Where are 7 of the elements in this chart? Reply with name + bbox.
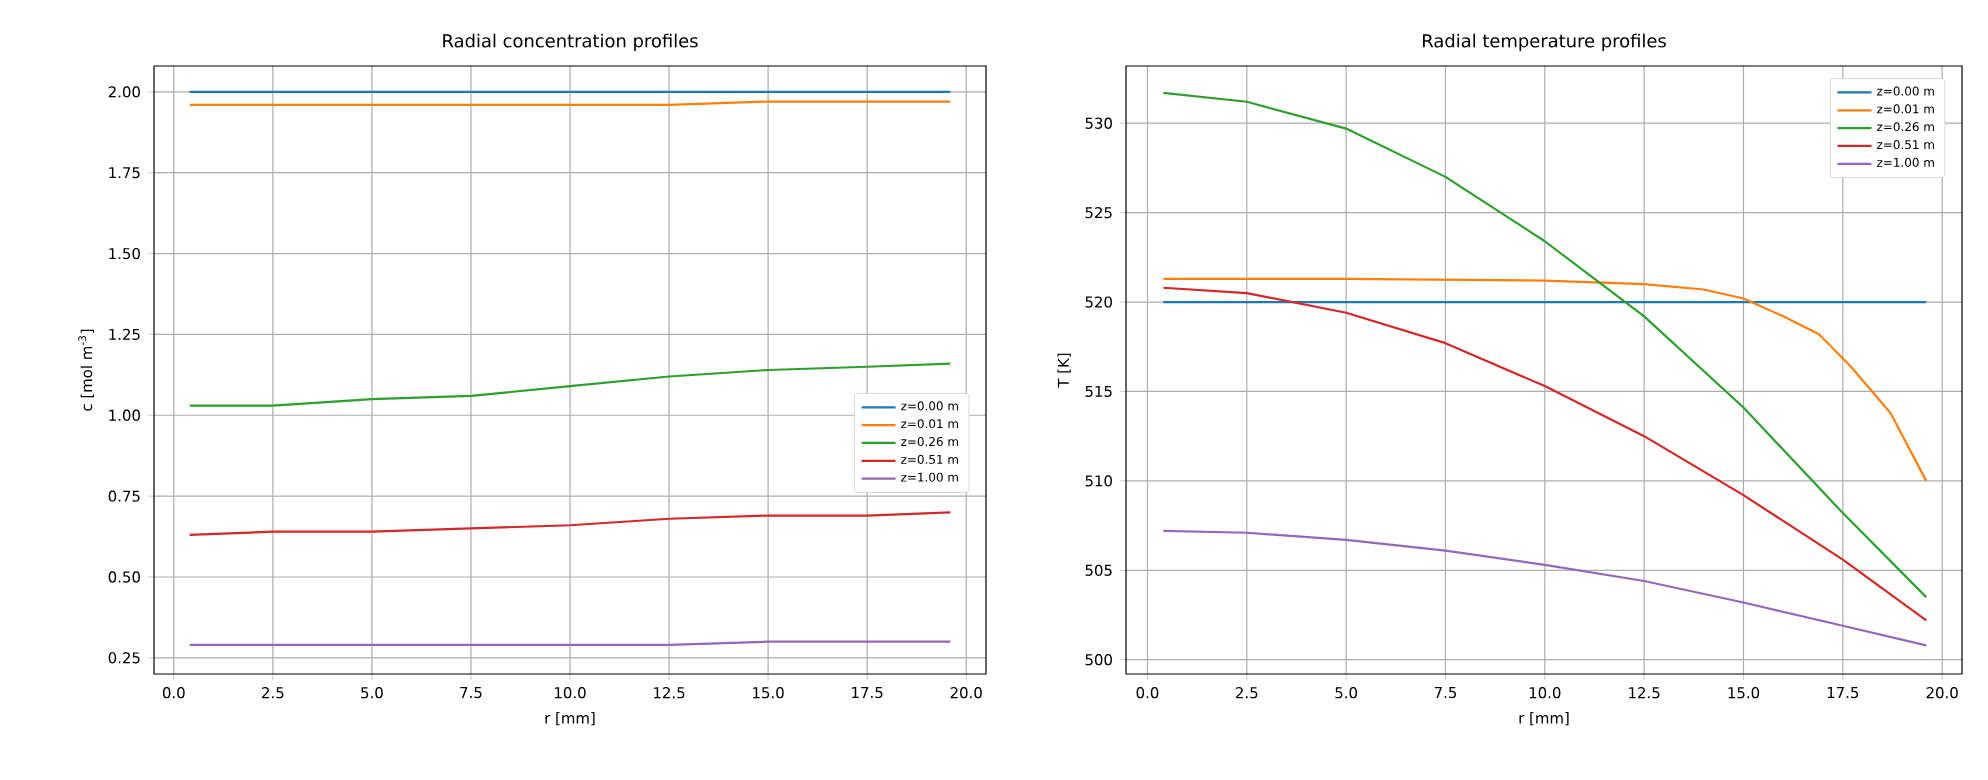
chart-title: Radial temperature profiles xyxy=(1423,33,1666,51)
chart-title: Radial concentration profiles xyxy=(443,33,698,51)
line-series xyxy=(188,511,952,537)
line-series xyxy=(1162,286,1928,622)
line-series xyxy=(1162,277,1928,482)
line-series xyxy=(188,362,952,407)
line-series xyxy=(1162,529,1928,647)
